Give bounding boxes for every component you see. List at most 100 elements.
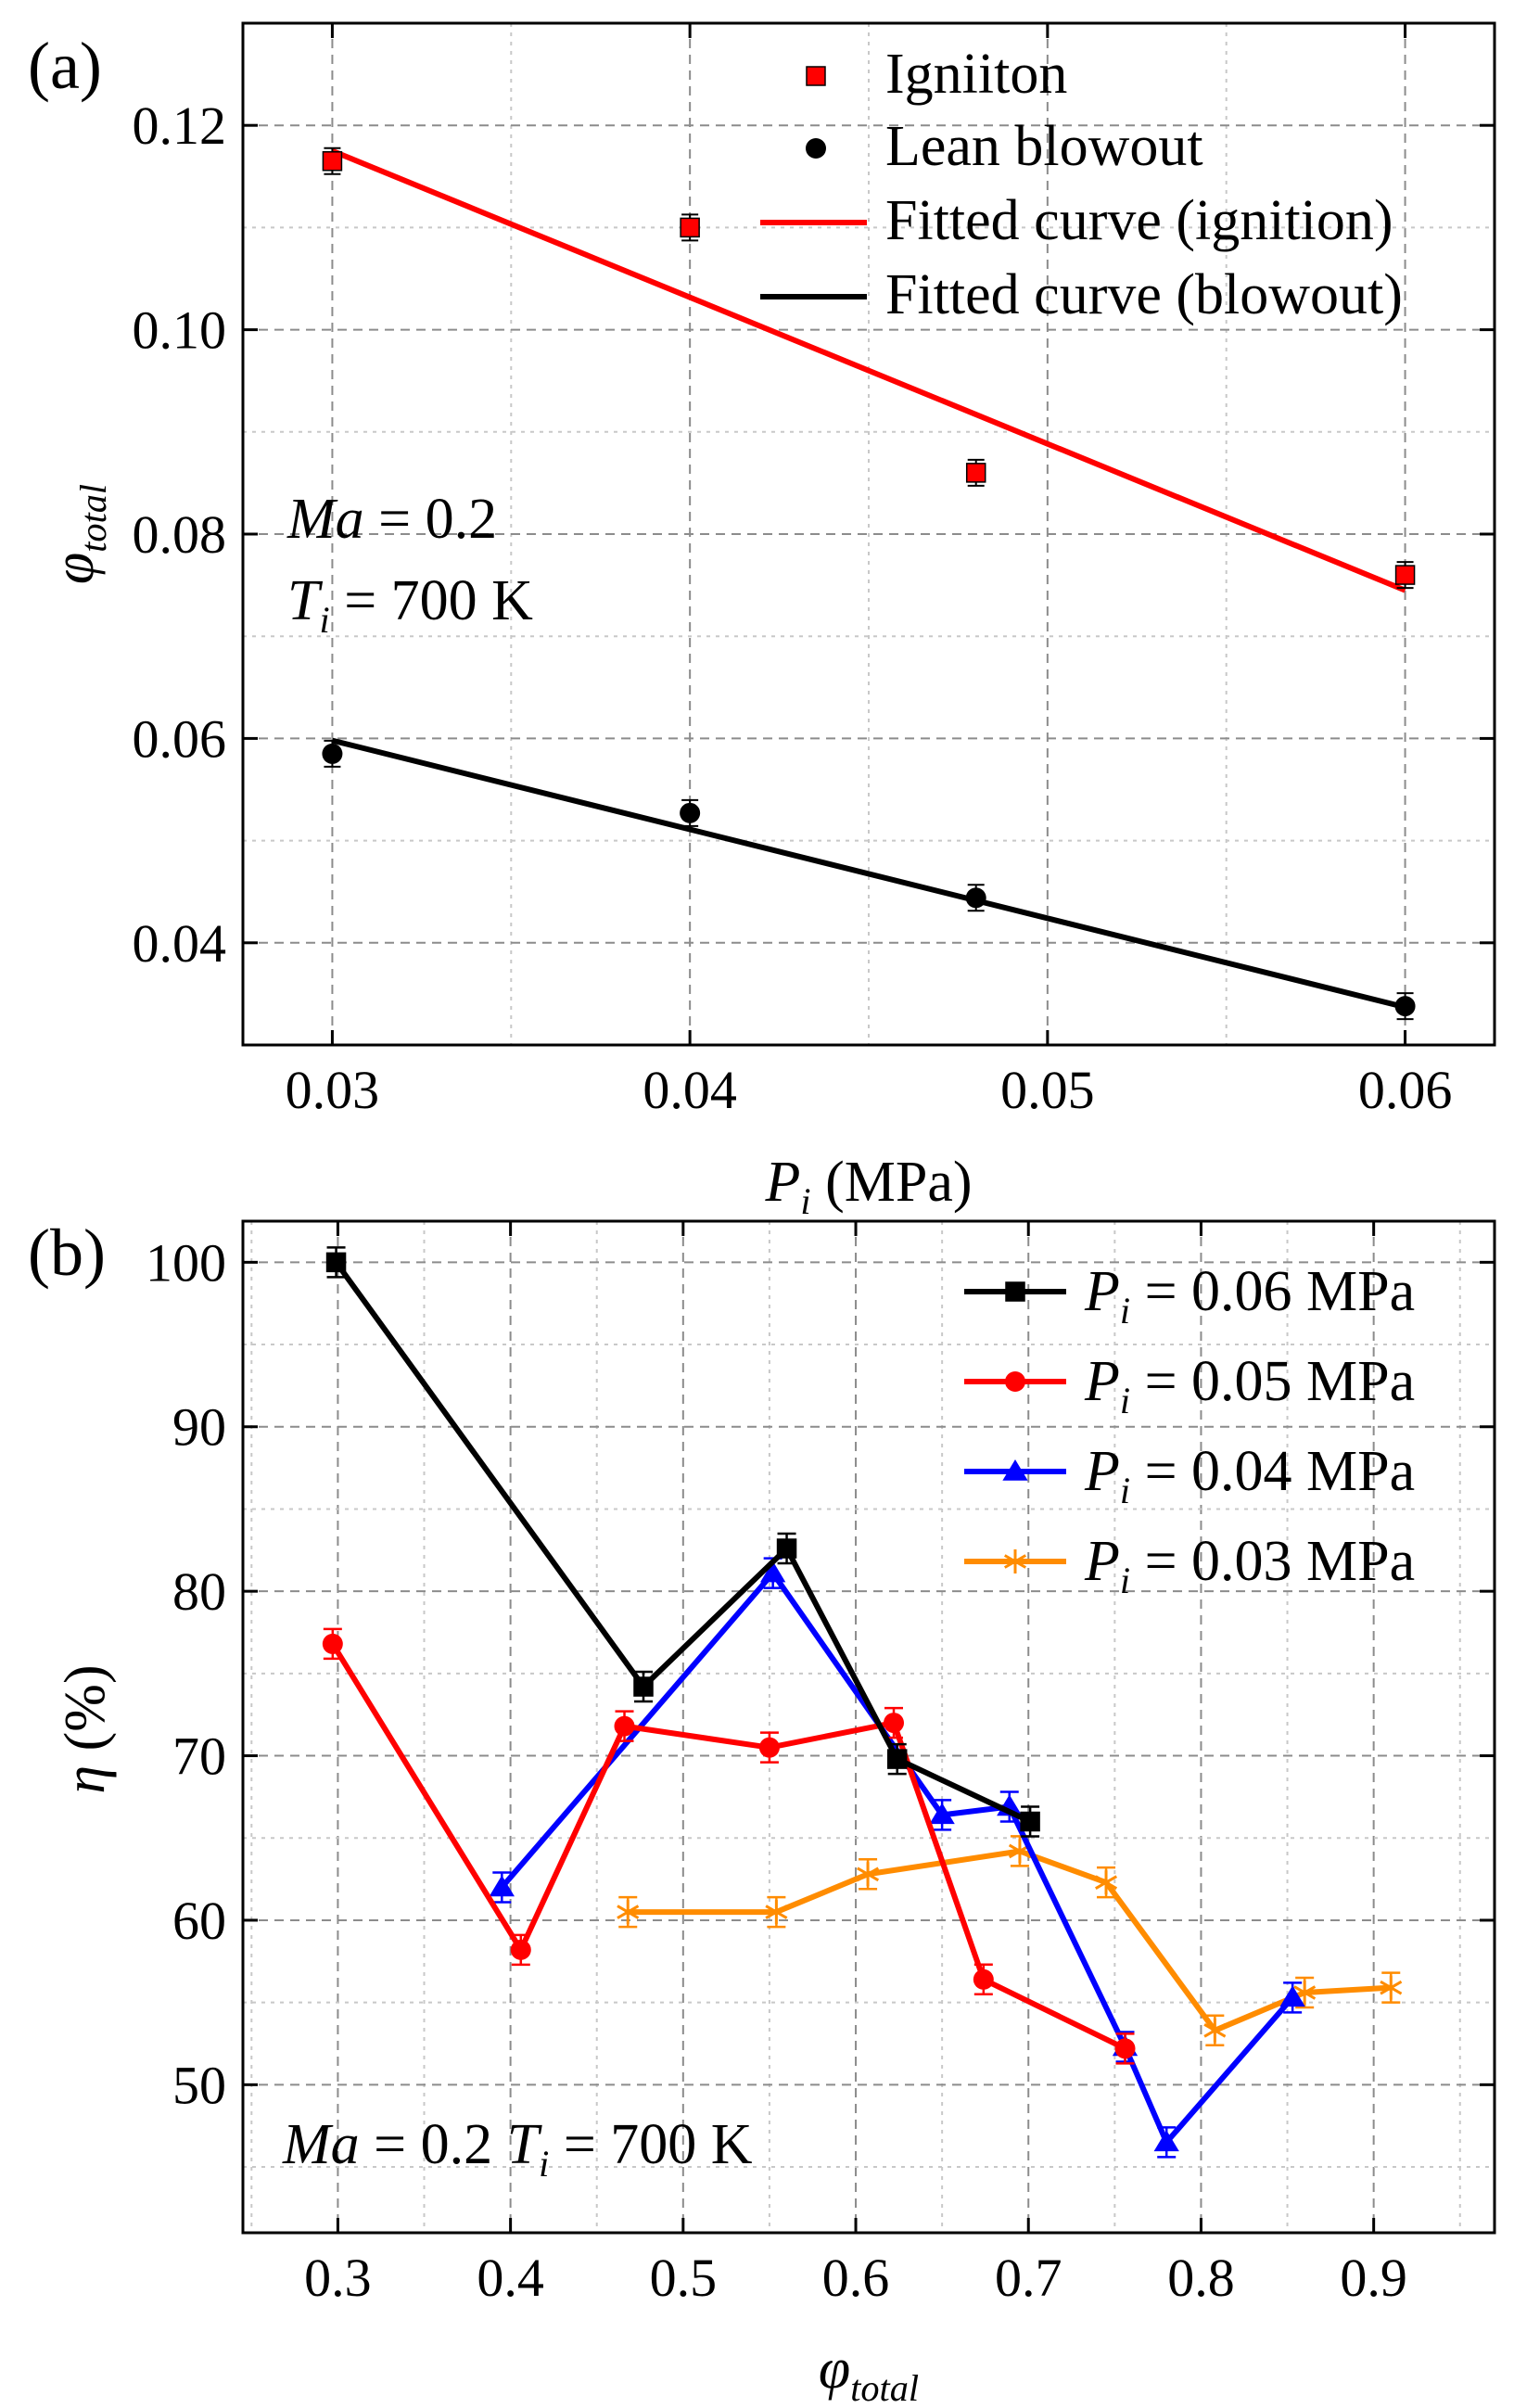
legend-label: Fitted curve (ignition) <box>885 189 1393 252</box>
legend-marker-star <box>1003 1549 1027 1573</box>
annot-ma-rest: = 0.2 <box>360 2113 507 2176</box>
data-point-square <box>680 217 700 238</box>
legend-label: Lean blowout <box>885 115 1203 178</box>
data-point-circle <box>758 1737 780 1758</box>
legend-label-rest: = 0.06 MPa <box>1130 1260 1415 1323</box>
data-point-star <box>765 1900 788 1925</box>
panel-b-label: (b) <box>28 1216 106 1290</box>
panel-a-x-axis-title-rest: (MPa) <box>811 1151 973 1214</box>
y-tick-label: 0.04 <box>133 913 227 974</box>
legend-label-sub: i <box>1120 1380 1130 1421</box>
panel-b-x-axis-title: φtotal <box>819 2338 919 2408</box>
data-point-star <box>857 1862 880 1887</box>
legend-label-rest: = 0.03 MPa <box>1130 1530 1415 1593</box>
panel-b-efficiency-chart: (b) 0.3 0.4 0.5 0.6 0.7 0.8 0.9 50 60 70 80 90 100 P… <box>28 1216 1496 2408</box>
panel-a-series <box>322 147 1416 1021</box>
y-title-a-main: φ <box>43 553 106 584</box>
data-point-circle <box>965 887 986 909</box>
x-tick-label: 0.8 <box>1167 2248 1235 2308</box>
panel-a-x-axis-title: Pi (MPa) <box>765 1151 973 1222</box>
panel-a-axis-ticks: 0.03 0.04 0.05 0.06 0.04 0.06 0.08 0.10 0.12 <box>133 23 1495 1120</box>
y-tick-label: 60 <box>172 1891 226 1951</box>
panel-a-ignition-blowout-chart: (a) 0.03 0.04 0.05 0.06 0.04 0.06 0.08 0.10 0.12… <box>28 21 1496 1222</box>
data-point-circle <box>322 743 343 764</box>
data-point-square <box>886 1749 908 1769</box>
x-tick-label: 0.7 <box>995 2248 1062 2308</box>
annotation-mach-main: Ma <box>286 488 364 551</box>
legend-label: Pi = 0.06 MPa <box>1084 1260 1415 1331</box>
legend-label-rest: = 0.05 MPa <box>1130 1350 1415 1413</box>
legend-marker-star-stroke <box>1003 1554 1027 1569</box>
data-point-star <box>1203 2018 1227 2043</box>
data-point-star <box>1380 1975 1403 2000</box>
annot-t-main: T <box>507 2113 543 2176</box>
y-title-b-rest: (%) <box>54 1664 117 1765</box>
annot-t-rest: = 700 K <box>549 2113 752 2176</box>
panel-a-y-axis-title: φtotal <box>43 484 114 584</box>
legend-label-sub: i <box>1120 1470 1130 1511</box>
y-title-b-main: η <box>54 1765 117 1794</box>
x-tick-label: 0.6 <box>822 2248 890 2308</box>
panel-a-x-axis-title-main: P <box>765 1151 801 1214</box>
panel-b-y-axis-title: η (%) <box>54 1664 117 1793</box>
y-tick-label: 90 <box>172 1397 226 1458</box>
data-point-circle <box>1114 2038 1136 2059</box>
legend-marker-circle <box>806 138 826 159</box>
panel-a-grid <box>243 22 1495 1046</box>
data-point-triangle <box>929 1803 955 1825</box>
x-tick-label: 0.9 <box>1340 2248 1407 2308</box>
annotation-conditions: Ma = 0.2 Ti = 700 K <box>282 2113 753 2185</box>
y-tick-label: 0.12 <box>133 96 227 156</box>
data-point-circle <box>680 802 701 823</box>
data-point-square <box>1020 1811 1040 1832</box>
x-tick-label: 0.05 <box>1000 1060 1095 1120</box>
data-point-triangle <box>1153 2130 1179 2152</box>
y-tick-label: 70 <box>172 1726 226 1787</box>
data-point-circle <box>973 1968 994 1990</box>
y-title-a-sub: total <box>72 484 114 553</box>
data-point-circle <box>614 1715 635 1737</box>
annotation-temperature-main: T <box>287 569 324 632</box>
fitted-line-3 <box>331 737 1406 1011</box>
data-point-circle <box>1394 996 1416 1017</box>
data-point-square <box>633 1676 654 1697</box>
x-tick-label: 0.06 <box>1358 1060 1453 1120</box>
panel-b-axis-ticks: 0.3 0.4 0.5 0.6 0.7 0.8 0.9 50 60 70 80 90 100 <box>146 1221 1495 2308</box>
data-point-star-stroke <box>1380 1980 1403 1995</box>
legend-label: Igniiton <box>885 43 1067 106</box>
y-tick-label: 0.08 <box>133 504 227 565</box>
legend-label: Pi = 0.03 MPa <box>1084 1530 1415 1601</box>
y-title-b: η (%) <box>54 1664 117 1793</box>
panel-b-x-axis-title-sub: total <box>850 2367 919 2408</box>
x-tick-label: 0.5 <box>650 2248 718 2308</box>
legend-marker-square <box>1005 1281 1025 1302</box>
data-point-star-stroke <box>857 1867 880 1882</box>
data-point-star-stroke <box>1095 1875 1118 1890</box>
fitted-line-2 <box>331 147 1406 593</box>
data-point-star-stroke <box>1203 2023 1227 2038</box>
data-point-star-stroke <box>1293 1985 1317 2000</box>
data-point-star <box>1095 1870 1118 1895</box>
panel-a-legend: Igniiton Lean blowout Fitted curve (igniti… <box>760 43 1403 326</box>
y-tick-label: 0.06 <box>133 708 227 769</box>
annotation-temperature: Ti = 700 K <box>287 569 533 641</box>
legend-label: Pi = 0.05 MPa <box>1084 1350 1415 1421</box>
annotation-mach: Ma = 0.2 <box>286 488 497 551</box>
data-point-square <box>776 1538 797 1559</box>
legend-label: Pi = 0.04 MPa <box>1084 1440 1415 1511</box>
panel-b-plot-frame <box>241 1219 1496 2235</box>
legend-label-main: P <box>1084 1440 1120 1503</box>
legend-label-main: P <box>1084 1530 1120 1593</box>
panel-a-x-axis-title-sub: i <box>800 1180 810 1222</box>
legend-marker-triangle <box>1002 1459 1028 1481</box>
y-title-a: φtotal <box>43 484 114 584</box>
panel-b-annotation: Ma = 0.2 Ti = 700 K <box>282 2113 753 2185</box>
data-point-triangle <box>489 1875 515 1897</box>
data-point-triangle <box>760 1561 786 1583</box>
data-point-star <box>617 1900 640 1925</box>
y-tick-label: 50 <box>172 2055 226 2115</box>
annotation-temperature-sub: i <box>319 599 329 641</box>
data-point-square <box>325 1252 347 1273</box>
